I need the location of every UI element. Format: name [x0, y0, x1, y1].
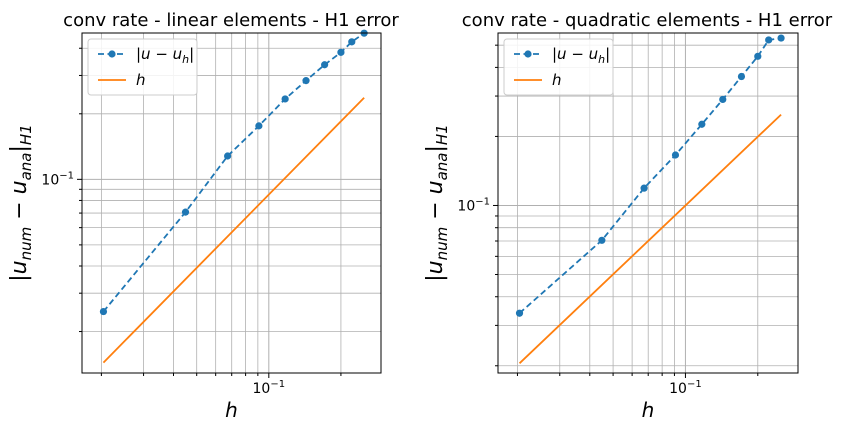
- data-point: [777, 34, 785, 42]
- chart-title: conv rate - quadratic elements - H1 erro…: [462, 10, 833, 31]
- x-axis-label: h: [642, 398, 655, 422]
- data-point: [698, 120, 706, 128]
- data-point: [99, 307, 108, 316]
- error-series: [515, 34, 785, 317]
- legend-label-error: |u − uh|: [552, 45, 610, 66]
- reference-h-series: [102, 97, 365, 364]
- data-point: [640, 184, 648, 192]
- data-point: [737, 72, 746, 81]
- data-point: [281, 95, 289, 103]
- x-tick-label: 10−1: [253, 379, 286, 397]
- data-point: [598, 236, 606, 244]
- data-point: [302, 77, 310, 85]
- reference-h-line: [518, 113, 782, 364]
- legend-entry-error: |u − uh|: [98, 45, 194, 66]
- data-point: [765, 36, 773, 44]
- legend-marker: [108, 50, 116, 58]
- reference-h-series: [518, 113, 782, 364]
- quadratic-elements-chart: conv rate - quadratic elements - H1 erro…: [423, 10, 833, 422]
- axes-frame: [497, 32, 799, 374]
- error-series-line: [518, 37, 782, 314]
- legend-entry-h: h: [514, 71, 562, 89]
- chart-title: conv rate - linear elements - H1 error: [63, 10, 399, 31]
- error-series: [99, 29, 368, 316]
- data-point: [224, 152, 232, 160]
- data-point: [719, 95, 727, 104]
- y-tick-label: 10−1: [41, 170, 74, 188]
- y-tick-label: 10−1: [457, 196, 490, 214]
- legend-label-error: |u − uh|: [136, 45, 194, 66]
- error-series-line: [102, 32, 365, 313]
- data-point: [515, 309, 524, 317]
- y-axis-label: |unum − uana|H1: [423, 124, 451, 282]
- legend-label-h: h: [552, 71, 562, 89]
- x-tick-label: 10−1: [669, 379, 702, 397]
- axes-frame: [81, 32, 382, 374]
- data-point: [337, 48, 345, 56]
- data-point: [671, 151, 680, 159]
- legend-label-h: h: [136, 71, 146, 89]
- legend-entry-error: |u − uh|: [514, 45, 610, 66]
- data-point: [754, 52, 762, 60]
- data-point: [181, 208, 190, 216]
- y-axis-label: |unum − uana|H1: [7, 124, 35, 282]
- linear-elements-chart: conv rate - linear elements - H1 error 1…: [7, 10, 399, 422]
- legend-marker: [524, 50, 532, 58]
- data-point: [255, 122, 263, 130]
- legend-entry-h: h: [98, 71, 146, 89]
- data-point: [321, 61, 329, 69]
- legend: |u − uh| h: [87, 38, 198, 96]
- legend: |u − uh| h: [503, 38, 614, 96]
- data-point: [348, 38, 356, 46]
- x-axis-label: h: [225, 398, 238, 422]
- grid: [82, 33, 381, 373]
- reference-h-line: [102, 97, 365, 364]
